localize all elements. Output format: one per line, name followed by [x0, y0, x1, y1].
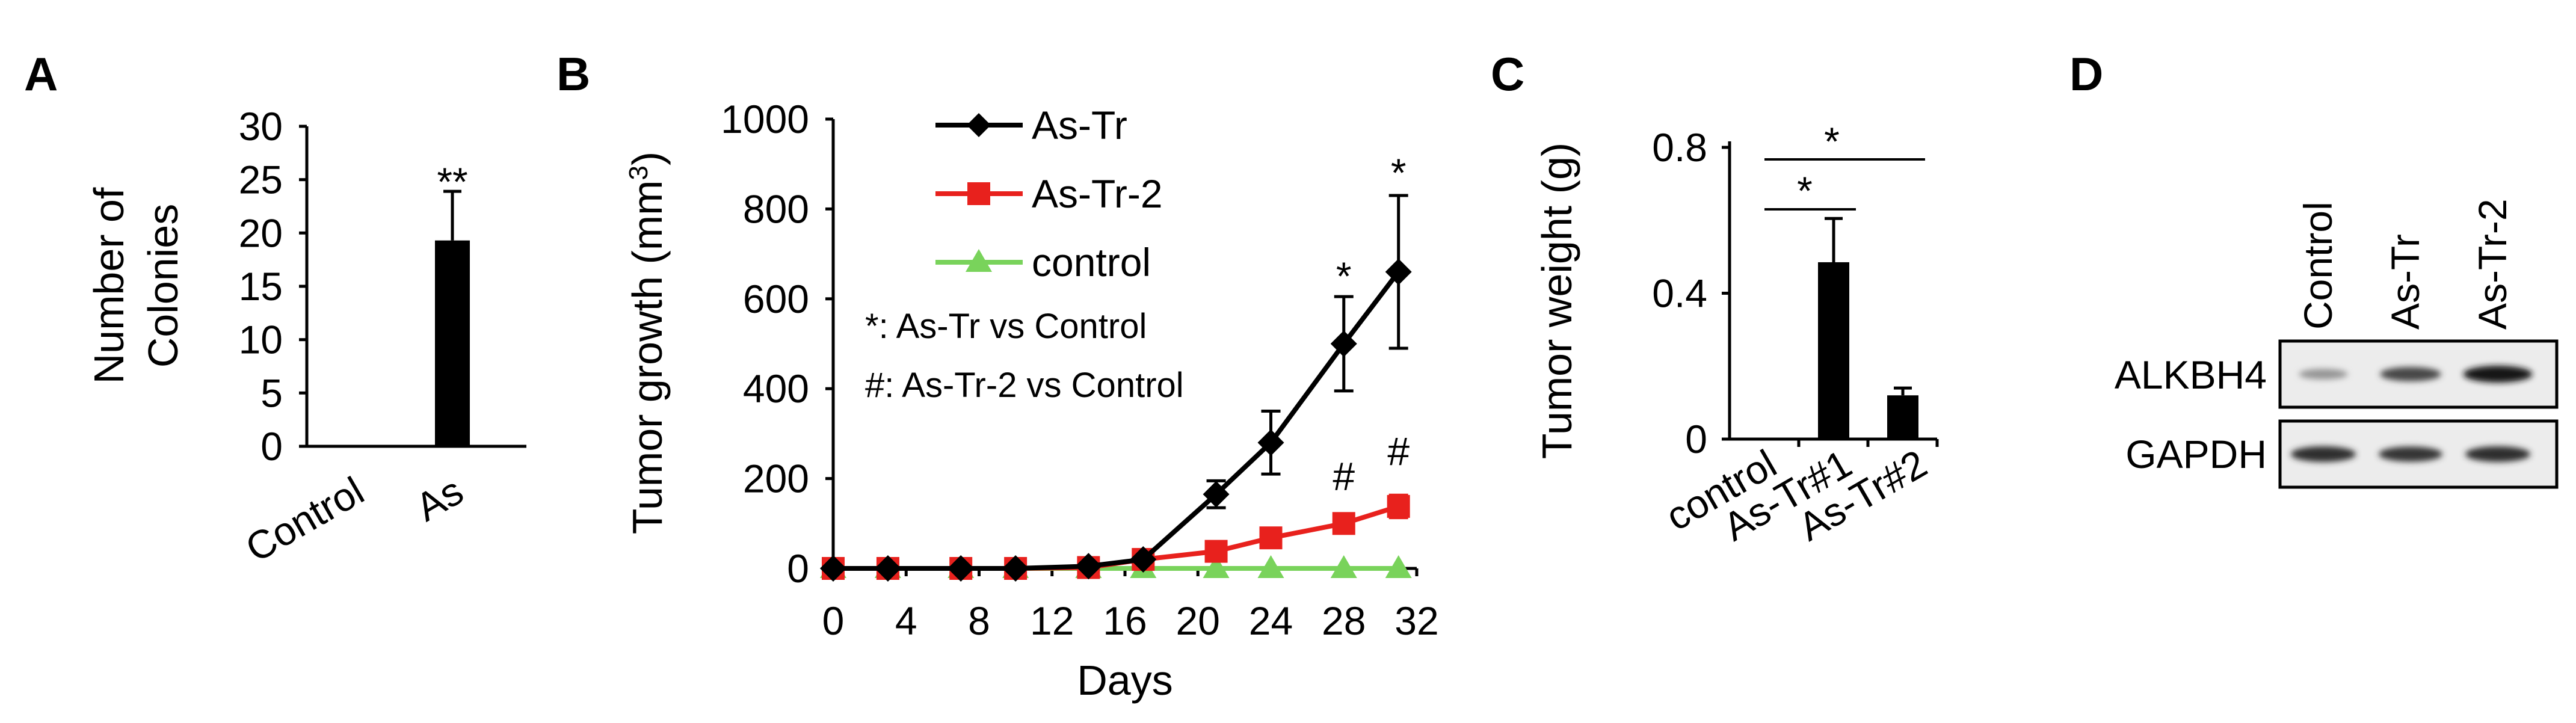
panel-b-ytick-label: 200: [743, 457, 809, 501]
panel-b-series: [820, 194, 1412, 582]
panel-b-point-control: [1257, 555, 1284, 578]
panel-b-xtick-label: 4: [895, 598, 917, 643]
panel-b-point-as-tr: [1130, 546, 1157, 573]
panel-b-point-control: [1330, 555, 1357, 578]
panel-a-letter: A: [24, 48, 58, 100]
panel-c-sig-label-1: *: [1797, 168, 1813, 213]
legend-label-control: control: [1032, 240, 1151, 285]
panel-b-note-star: *: As-Tr vs Control: [865, 307, 1147, 346]
blot-band-gapdh: [2290, 446, 2356, 462]
panel-b-point-as-tr: [1257, 429, 1284, 456]
panel-d-letter: D: [2069, 48, 2103, 100]
panel-b-xtick-label: 12: [1030, 598, 1074, 643]
panel-a-ytick-label: 20: [239, 211, 283, 255]
panel-c-bar-3: [1887, 395, 1918, 439]
panel-b-point-control: [1385, 555, 1412, 578]
blot-band-gapdh: [2379, 446, 2442, 462]
panel-b-letter: B: [556, 48, 590, 100]
panel-c-sig-label-2: *: [1824, 119, 1840, 164]
panel-b-legend: As-Tr As-Tr-2 control *: As-Tr vs Contro…: [865, 103, 1184, 405]
panel-b-ytick-label: 800: [743, 186, 809, 231]
blot-band-gapdh: [2465, 446, 2531, 462]
panel-b-point-as-tr-2: [1259, 526, 1283, 550]
panel-d-lane-control: Control: [2296, 202, 2340, 330]
legend-marker-as-tr-2: [967, 182, 990, 205]
blot-label-gapdh: GAPDH: [2125, 432, 2267, 476]
panel-c-ytick-label: 0.4: [1652, 271, 1707, 316]
panel-d: D Control As-Tr As-Tr-2 ALKBH4 GAPDH: [2069, 48, 2559, 489]
panel-b-line-as-tr: [833, 270, 1400, 571]
panel-a-ylabel-line2: Colonies: [140, 204, 186, 368]
panel-b-point-as-tr: [1330, 330, 1357, 357]
panel-b-line-as-tr-2: [833, 504, 1399, 571]
panel-b-xtick-label: 0: [822, 598, 845, 643]
panel-b-point-as-tr-2: [1204, 540, 1228, 563]
panel-b-xlabel: Days: [1077, 657, 1172, 704]
panel-c-ylabel: Tumor weight (g): [1533, 143, 1580, 459]
panel-d-lane-as-tr-2: As-Tr-2: [2470, 198, 2515, 330]
legend-label-as-tr: As-Tr: [1032, 103, 1127, 147]
panel-a-bars: [435, 189, 470, 446]
panel-b-point-as-tr-2: [1387, 494, 1410, 518]
panel-c-ytick-label: 0.8: [1652, 125, 1707, 170]
panel-b-xtick-label: 16: [1103, 598, 1147, 643]
panel-b-annotations: * * # #: [1333, 150, 1410, 498]
panel-a-ytick-label: 10: [239, 318, 283, 362]
panel-a-ytick-label: 0: [260, 424, 283, 469]
panel-b-xtick-label: 20: [1176, 598, 1220, 643]
panel-b: B Tumor growth (mm3) 0 200 400 600 800 1000 0 4…: [556, 48, 1439, 704]
blot-band-alkbh4: [2299, 369, 2348, 380]
panel-c-letter: C: [1491, 48, 1524, 100]
panel-b-point-as-tr: [948, 555, 975, 582]
panel-b-point-as-tr: [1002, 555, 1029, 582]
panel-b-xtick-label: 32: [1394, 598, 1438, 643]
panel-b-ylabel: Tumor growth (mm3): [624, 152, 671, 534]
panel-b-point-control: [1203, 555, 1230, 578]
panel-c-y-ticks: 0 0.4 0.8: [1652, 125, 1730, 461]
panel-a: A Number of Colonies 0 5 10 15 20 25 30 Contro…: [24, 48, 526, 571]
panel-b-point-as-tr: [1203, 481, 1230, 508]
panel-b-ytick-label: 600: [743, 277, 809, 321]
panel-c: C Tumor weight (g) 00.40.8 * * control A…: [1491, 48, 1939, 549]
panel-c-bars: [1818, 217, 1918, 439]
panel-b-point-as-tr: [1385, 258, 1412, 285]
panel-a-xtick-control: Control: [238, 468, 371, 570]
panel-a-y-ticks: 0 5 10 15 20 25 30: [239, 104, 307, 469]
panel-b-significance-mark: #: [1387, 429, 1410, 473]
panel-b-significance-mark: #: [1333, 454, 1355, 498]
panel-b-ytick-label: 0: [787, 546, 809, 591]
panel-a-ytick-label: 5: [260, 371, 283, 415]
legend-marker-control: [966, 249, 992, 272]
blot-label-alkbh4: ALKBH4: [2115, 352, 2267, 397]
panel-b-point-as-tr-2: [1332, 512, 1355, 535]
panel-c-ytick-label: 0: [1685, 417, 1707, 461]
panel-a-ylabel-line1: Number of: [85, 187, 132, 384]
panel-c-bar-2: [1818, 262, 1849, 439]
panel-b-significance-mark: *: [1391, 150, 1407, 195]
panel-a-ytick-label: 15: [239, 264, 283, 309]
panel-a-bar-as: [435, 240, 470, 446]
legend-label-as-tr-2: As-Tr-2: [1032, 171, 1163, 216]
panel-a-ytick-label: 25: [239, 158, 283, 202]
legend-marker-as-tr: [967, 113, 991, 137]
panel-b-point-as-tr: [820, 555, 846, 582]
panel-a-ytick-label: 30: [239, 104, 283, 149]
panel-b-xtick-label: 24: [1249, 598, 1293, 643]
blot-band-alkbh4: [2463, 366, 2533, 383]
panel-b-note-hash: #: As-Tr-2 vs Control: [865, 366, 1184, 405]
blot-bands: [2290, 366, 2533, 462]
panel-a-xtick-as: As: [408, 468, 470, 530]
panel-b-ytick-label: 400: [743, 366, 809, 411]
panel-b-point-as-tr: [1075, 553, 1102, 580]
panel-b-xtick-label: 28: [1322, 598, 1366, 643]
panel-b-point-as-tr: [874, 555, 901, 582]
panel-a-significance-label: **: [437, 159, 467, 204]
panel-d-lane-as-tr: As-Tr: [2383, 234, 2427, 330]
panel-b-ticks: 0 200 400 600 800 1000 0 4 8 12 16 20 24 28 32: [721, 97, 1439, 643]
panel-b-xtick-label: 8: [968, 598, 990, 643]
panel-b-ytick-label: 1000: [721, 97, 809, 141]
blot-band-alkbh4: [2380, 367, 2441, 381]
panel-b-significance-mark: *: [1336, 254, 1352, 298]
